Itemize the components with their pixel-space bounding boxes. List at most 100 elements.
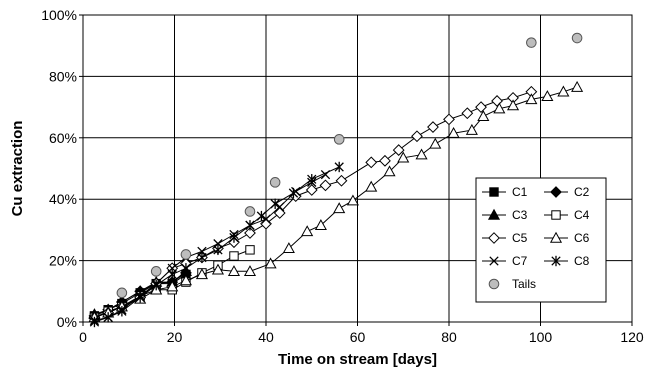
x-axis-ticks: 0 20 40 60 80 100 120 — [79, 322, 644, 345]
x-tick-label: 60 — [350, 329, 366, 345]
legend-marker-c3 — [487, 208, 501, 220]
x-tick-label: 120 — [620, 329, 644, 345]
point-tails — [180, 249, 192, 260]
point-c5 — [491, 95, 503, 107]
point-c4 — [229, 251, 239, 261]
legend-label-c5: C5 — [512, 231, 528, 245]
point-c8 — [197, 252, 207, 263]
point-c5 — [273, 207, 286, 219]
point-tails — [116, 287, 128, 299]
point-c8 — [334, 161, 344, 173]
point-c8 — [135, 292, 145, 303]
x-tick-label: 100 — [529, 329, 553, 345]
point-c6 — [507, 99, 520, 111]
point-c8 — [288, 187, 299, 199]
point-c6 — [365, 180, 378, 192]
legend-marker-c4 — [551, 210, 561, 220]
point-c6 — [465, 123, 478, 135]
point-c6 — [397, 151, 410, 163]
point-tails — [150, 266, 162, 277]
point-c6 — [429, 137, 442, 149]
legend-label-c8: C8 — [574, 254, 590, 268]
y-tick-label: 100% — [41, 7, 77, 23]
legend-item-c5: C5 — [482, 231, 528, 245]
point-c5 — [443, 113, 455, 126]
legend-marker-tails — [488, 278, 500, 290]
legend-label-tails: Tails — [512, 277, 536, 291]
point-c5 — [365, 156, 378, 169]
x-tick-label: 20 — [167, 329, 183, 345]
legend-item-c6: C6 — [544, 231, 590, 245]
point-c8 — [213, 244, 223, 256]
point-tails — [244, 206, 256, 217]
series-layer — [88, 32, 584, 328]
legend-label-c4: C4 — [574, 208, 590, 222]
point-c6 — [415, 148, 428, 160]
point-c8 — [245, 220, 255, 231]
marker-stroke — [261, 214, 271, 224]
legend-marker-c6 — [549, 231, 563, 243]
legend-item-c4: C4 — [544, 208, 590, 222]
point-c6 — [493, 102, 506, 114]
x-tick-label: 0 — [79, 329, 87, 345]
legend-label-c6: C6 — [574, 231, 590, 245]
legend-item-c7: C7 — [482, 254, 528, 268]
legend-label-c7: C7 — [512, 254, 528, 268]
point-c6 — [541, 90, 554, 102]
point-c4 — [245, 245, 255, 255]
point-c8 — [181, 263, 191, 274]
series-line-c8 — [94, 166, 340, 323]
x-tick-label: 40 — [258, 329, 274, 345]
legend-label-c3: C3 — [512, 208, 528, 222]
x-tick-label: 80 — [441, 329, 457, 345]
y-axis-title: Cu extraction — [9, 121, 26, 217]
point-c8 — [117, 306, 127, 317]
point-c7 — [261, 214, 271, 224]
point-c6 — [301, 225, 314, 237]
point-c6 — [525, 93, 538, 105]
point-c6 — [314, 219, 327, 230]
legend-item-c3: C3 — [482, 208, 528, 222]
legend-marker-c1 — [489, 187, 499, 197]
point-c6 — [166, 280, 179, 292]
y-axis-ticks: 0% 20% 40% 60% 80% 100% — [41, 7, 83, 330]
point-c5 — [392, 144, 405, 156]
point-c5 — [475, 101, 487, 114]
point-c6 — [243, 265, 257, 277]
point-c8 — [89, 316, 100, 328]
y-tick-label: 0% — [57, 314, 77, 330]
y-tick-label: 80% — [49, 68, 77, 84]
y-tick-label: 20% — [49, 253, 77, 269]
point-c6 — [227, 265, 241, 277]
point-c6 — [447, 126, 460, 138]
legend-item-tails: Tails — [488, 277, 536, 291]
point-c5 — [335, 174, 348, 187]
series-c8 — [89, 161, 344, 328]
point-c5 — [461, 107, 474, 120]
point-c8 — [103, 312, 113, 323]
point-c5 — [427, 121, 439, 133]
legend-item-c2: C2 — [544, 185, 590, 199]
legend-item-c8: C8 — [544, 254, 590, 268]
point-c6 — [346, 194, 359, 206]
point-c8 — [307, 174, 317, 185]
point-c8 — [167, 269, 177, 280]
marker-stroke — [275, 202, 285, 212]
point-c6 — [557, 85, 570, 97]
point-c6 — [383, 165, 396, 177]
y-tick-label: 40% — [49, 191, 77, 207]
point-c5 — [319, 179, 332, 192]
legend-marker-c7 — [489, 256, 499, 266]
legend-marker-c2 — [550, 186, 562, 198]
point-c6 — [333, 202, 346, 214]
series-line-c7 — [94, 174, 326, 321]
point-c6 — [571, 80, 584, 92]
point-c5 — [379, 154, 391, 167]
point-tails — [269, 177, 281, 188]
legend-item-c1: C1 — [482, 185, 528, 199]
point-c8 — [229, 232, 239, 243]
y-tick-label: 60% — [49, 130, 77, 146]
series-tails — [116, 32, 583, 299]
point-c7 — [275, 202, 285, 212]
